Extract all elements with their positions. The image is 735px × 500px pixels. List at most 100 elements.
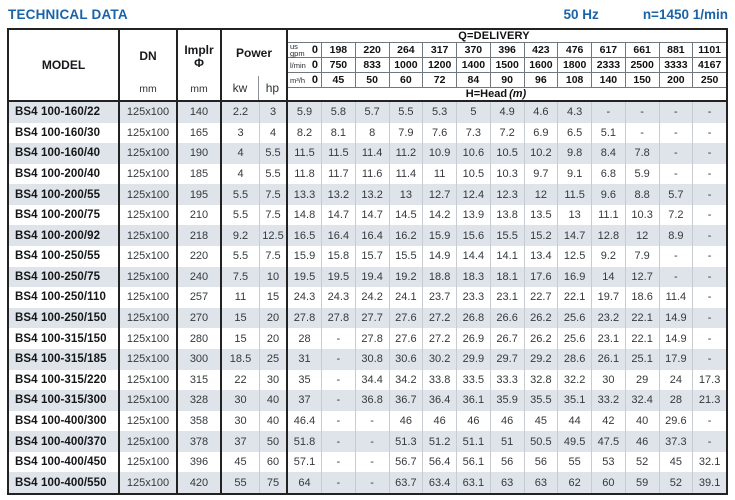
- flow-value: 396: [489, 43, 524, 57]
- technical-data-table: MODEL DN mm Implr Φ mm Power kw hp: [7, 28, 728, 495]
- impeller-unit-label: mm: [190, 83, 208, 95]
- dn-cell: 125x100: [120, 204, 178, 226]
- head-value-cell: 35.1: [557, 390, 591, 411]
- flow-unit-label: m³/h: [290, 76, 305, 84]
- dn-unit-label: mm: [139, 83, 157, 95]
- table-row: BS4 100-400/450 125x100 396 45 60 57.1- -56.7 5…: [9, 451, 726, 473]
- impeller-cell: 218: [178, 225, 222, 247]
- head-value-cell: 13.5: [523, 204, 558, 226]
- power-kw-cell: 5.5: [232, 250, 249, 263]
- head-value-cell: -: [692, 122, 726, 144]
- power-header-label: Power: [235, 45, 272, 60]
- impeller-cell: 270: [178, 307, 222, 329]
- power-kw-cell: 11: [234, 291, 247, 304]
- power-hp-cell: 4: [259, 122, 288, 144]
- table-row: BS4 100-315/150 125x100 280 15 20 28-27.8 27.6…: [9, 328, 726, 349]
- head-value-cell: 7.2: [658, 204, 693, 226]
- flow-value: 90: [489, 73, 524, 87]
- dn-cell: 125x100: [120, 102, 178, 123]
- table-row: BS4 100-160/40 125x100 190 4 5.5 11.5 11.5 11.4…: [9, 143, 726, 164]
- head-value-cell: 27.2: [422, 328, 456, 349]
- head-value-cell: 14: [591, 266, 625, 288]
- flow-value: 45: [321, 73, 355, 87]
- model-cell: BS4 100-160/40: [9, 143, 120, 164]
- head-value-cell: 29.2: [523, 348, 558, 370]
- head-value-cell: 11.2: [388, 143, 423, 164]
- model-cell: BS4 100-160/30: [9, 122, 120, 144]
- head-value-cell: 30.6: [388, 348, 423, 370]
- head-value-cell: 14.9: [422, 246, 456, 267]
- head-value-cell: 6.9: [523, 122, 558, 144]
- dn-header-label: DN: [139, 49, 157, 63]
- head-value-cell: 36.1: [456, 390, 490, 411]
- impeller-cell: 195: [178, 184, 222, 205]
- dn-cell: 125x100: [120, 369, 178, 391]
- flow-zero-value: 0: [311, 59, 318, 71]
- head-value-cell: 9.7: [523, 163, 558, 185]
- head-value-cell: 5.7: [658, 184, 693, 205]
- head-value-cell: -: [591, 102, 625, 123]
- head-value-cell: 29.7: [489, 348, 524, 370]
- flow-value: 1200: [422, 58, 456, 72]
- head-value-cell: 59: [624, 472, 659, 493]
- head-value-cell: 16.4: [354, 225, 389, 247]
- speed-value: n=1450 1/min: [642, 6, 728, 22]
- top-bar: TECHNICAL DATA 50 Hz n=1450 1/min: [8, 4, 728, 24]
- head-value-cell: 10.2: [523, 143, 558, 164]
- power-kw-cell: 45: [234, 456, 247, 469]
- dn-cell: 125x100: [120, 410, 178, 432]
- impeller-cell: 280: [178, 328, 222, 349]
- head-value-cell: 22.1: [624, 307, 659, 329]
- head-value-cell: 22.7: [523, 287, 558, 308]
- head-value-cell: 12.3: [489, 184, 524, 205]
- head-value-cell: 13.8: [489, 204, 524, 226]
- dn-cell: 125x100: [120, 328, 178, 349]
- head-value-cell: -: [321, 348, 355, 370]
- flow-value: 617: [591, 43, 625, 57]
- head-value-cell: 11.4: [388, 163, 423, 185]
- dn-cell: 125x100: [120, 287, 178, 308]
- head-value-cell: 9.1: [557, 163, 591, 185]
- flow-value: 250: [692, 73, 726, 87]
- head-value-cell: 27.8: [354, 328, 389, 349]
- table-body: BS4 100-160/22 125x100 140 2.2 3 5.9 5.8 5.7 5.5…: [9, 102, 726, 493]
- impeller-header-label: Implr Φ: [184, 30, 213, 83]
- head-value-cell: 29.9: [456, 348, 490, 370]
- flow-value: 84: [456, 73, 490, 87]
- impeller-cell: 210: [178, 204, 222, 226]
- dn-column-header: DN mm: [120, 30, 178, 100]
- power-hp-cell: 10: [259, 266, 288, 288]
- flow-value: 661: [624, 43, 659, 57]
- power-kw-cell: 18.5: [229, 353, 252, 366]
- model-cell: BS4 100-250/110: [9, 287, 120, 308]
- head-value-cell: 27.2: [422, 307, 456, 329]
- flow-label-cell: us gpm 0: [288, 43, 321, 58]
- head-value-cell: 24.2: [354, 287, 389, 308]
- head-value-cell: 30.8: [354, 348, 389, 370]
- head-value-cell: 57.1: [293, 456, 316, 469]
- head-value-cell: 25.6: [557, 328, 591, 349]
- head-value-cell: 32.8: [523, 369, 558, 391]
- flow-zero-value: 0: [311, 74, 318, 86]
- head-value-cell: 46.4: [293, 414, 316, 427]
- head-value-cell: 35.5: [523, 390, 558, 411]
- head-value-cell: 32.1: [692, 451, 726, 473]
- head-value-cell: 12.7: [624, 266, 659, 288]
- head-value-cell: -: [658, 246, 693, 267]
- flow-label-cell: l/min 0: [288, 58, 321, 72]
- head-value-cell: 13: [388, 184, 423, 205]
- head-value-cell: -: [354, 451, 389, 473]
- dn-cell: 125x100: [120, 246, 178, 267]
- head-value-cell: 13.3: [293, 188, 316, 201]
- head-value-cell: 51.2: [422, 431, 456, 452]
- head-value-cell: -: [321, 369, 355, 391]
- table-row: BS4 100-200/75 125x100 210 5.5 7.5 14.8 14.7 14…: [9, 204, 726, 226]
- head-value-cell: 26.2: [523, 307, 558, 329]
- model-cell: BS4 100-315/220: [9, 369, 120, 391]
- head-value-cell: -: [354, 431, 389, 452]
- flow-value: 50: [354, 73, 389, 87]
- impeller-cell: 358: [178, 410, 222, 432]
- head-value-cell: 46: [489, 410, 524, 432]
- flow-value: 476: [557, 43, 591, 57]
- table-row: BS4 100-160/22 125x100 140 2.2 3 5.9 5.8 5.7 5.5…: [9, 102, 726, 123]
